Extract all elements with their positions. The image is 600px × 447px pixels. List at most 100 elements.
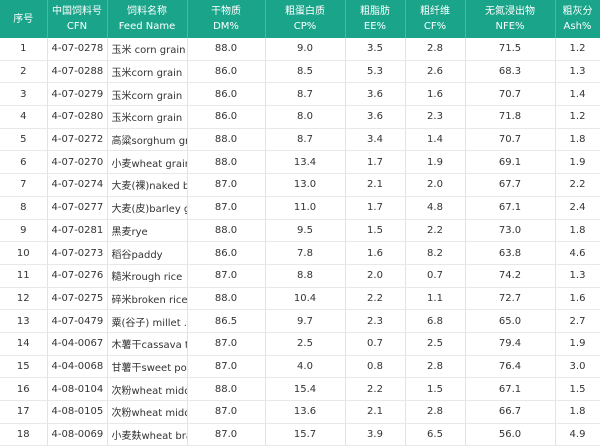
table-cell: 18 [0,423,48,447]
table-cell: 86.0 [187,82,266,107]
table-cell: 5 [0,128,48,152]
table-cell: 1.2 [555,38,600,61]
table-cell: 4-07-0280 [47,105,108,129]
table-cell: 8.2 [405,241,466,265]
column-header: 粗脂肪 EE% [345,0,406,38]
table-cell: 5.3 [345,60,406,84]
table-row: 2 4-07-0288 玉米corn grain 86.0 8.5 5.3 2.6 68.3 1… [0,60,600,84]
table-cell: 88.0 [187,219,266,243]
table-row: 4 4-07-0280 玉米corn grain 86.0 8.0 3.6 2.3 71.8 1… [0,105,600,129]
table-cell: 1.3 [555,264,600,288]
header-zh: 粗灰分 [562,6,593,17]
table-cell: 86.0 [187,60,266,84]
table-cell: 13 [0,309,48,333]
table-cell: 1.6 [555,287,600,311]
feed-name-cell: 玉米corn grain [107,60,188,84]
table-cell: 4-07-0479 [47,309,108,333]
table-cell: 65.0 [465,309,556,333]
table-cell: 88.0 [187,150,266,175]
header-zh: 粗蛋白质 [285,6,325,17]
feed-name-cell: 粟(谷子) millet ... [107,309,188,333]
table-cell: 3.0 [555,355,600,379]
table-cell: 15 [0,355,48,379]
table-cell: 15.7 [265,423,346,447]
table-cell: 17 [0,400,48,424]
table-cell: 87.0 [187,196,266,220]
table-cell: 9.7 [265,309,346,333]
feed-name-cell: 黑麦rye [107,219,188,243]
header-zh: 无氮浸出物 [485,6,535,17]
table-body: 1 4-07-0278 玉米 corn grain 88.0 9.0 3.5 2.8 71.5… [0,38,600,447]
table-cell: 56.0 [465,423,556,447]
table-cell: 1.5 [405,377,466,401]
table-cell: 1.6 [345,241,406,265]
table-cell: 0.8 [345,355,406,379]
table-cell: 1.8 [555,219,600,243]
table-cell: 13.4 [265,150,346,175]
table-row: 1 4-07-0278 玉米 corn grain 88.0 9.0 3.5 2.8 71.5… [0,38,600,61]
table-cell: 67.7 [465,173,556,197]
table-cell: 2.1 [345,173,406,197]
table-cell: 9.0 [265,38,346,61]
table-cell: 4-07-0276 [47,264,108,288]
table-cell: 1.6 [405,82,466,107]
table-cell: 4-07-0270 [47,150,108,175]
column-header: 粗灰分 Ash% [555,0,600,38]
table-cell: 4.0 [265,355,346,379]
table-cell: 4-04-0067 [47,332,108,356]
table-cell: 71.5 [465,38,556,61]
table-cell: 8.5 [265,60,346,84]
feed-name-cell: 稻谷paddy [107,241,188,265]
table-cell: 87.0 [187,355,266,379]
table-cell: 2.2 [555,173,600,197]
table-cell: 10 [0,241,48,265]
table-cell: 8.7 [265,128,346,152]
table-cell: 4.6 [555,241,600,265]
table-cell: 6.8 [405,309,466,333]
table-cell: 87.0 [187,173,266,197]
table-cell: 2.0 [345,264,406,288]
table-cell: 3.6 [345,82,406,107]
table-cell: 3.5 [345,38,406,61]
table-cell: 2.2 [405,219,466,243]
table-cell: 3.9 [345,423,406,447]
table-cell: 72.7 [465,287,556,311]
table-cell: 3.4 [345,128,406,152]
table-cell: 70.7 [465,128,556,152]
table-cell: 1.5 [555,377,600,401]
table-cell: 1 [0,38,48,61]
table-cell: 67.1 [465,196,556,220]
table-cell: 2.3 [405,105,466,129]
table-cell: 8 [0,196,48,220]
table-cell: 4-07-0281 [47,219,108,243]
table-cell: 76.4 [465,355,556,379]
table-cell: 1.4 [555,82,600,107]
table-cell: 4-04-0068 [47,355,108,379]
table-cell: 4-08-0105 [47,400,108,424]
table-cell: 4 [0,105,48,129]
table-cell: 70.7 [465,82,556,107]
column-header: 粗蛋白质 CP% [265,0,346,38]
table-cell: 6.5 [405,423,466,447]
header-row: 序号 中国饲料号 CFN 饲料名称 Feed Name 干物质 DM% 粗蛋白质 CP% 粗脂肪 E… [0,0,600,38]
column-header: 饲料名称 Feed Name [107,0,188,38]
table-cell: 87.0 [187,332,266,356]
table-cell: 68.3 [465,60,556,84]
table-cell: 1.7 [345,150,406,175]
header-en: CFN [66,21,88,32]
table-cell: 4-07-0288 [47,60,108,84]
table-cell: 2 [0,60,48,84]
table-cell: 88.0 [187,377,266,401]
table-cell: 87.0 [187,423,266,447]
feed-name-cell: 玉米corn grain [107,82,188,107]
table-cell: 4-07-0279 [47,82,108,107]
table-cell: 10.4 [265,287,346,311]
table-row: 6 4-07-0270 小麦wheat grain 88.0 13.4 1.7 1.9 69.… [0,150,600,175]
table-cell: 9.5 [265,219,346,243]
